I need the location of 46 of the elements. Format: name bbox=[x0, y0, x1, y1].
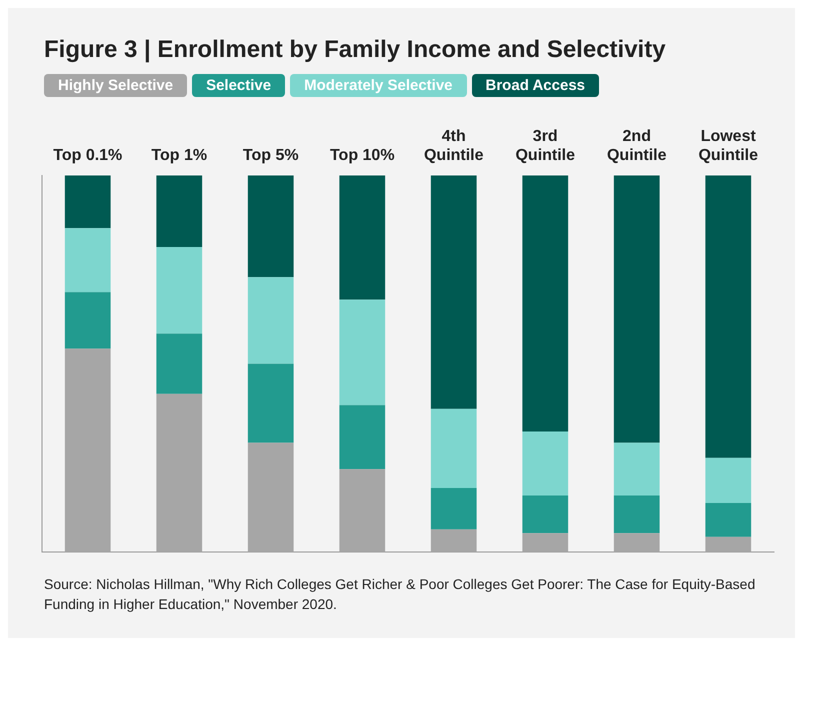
bar bbox=[614, 175, 660, 443]
x-tick-label: 4th Quintile bbox=[424, 128, 484, 164]
bar bbox=[522, 175, 568, 432]
bar bbox=[430, 488, 477, 530]
x-tick-label: 3rd Quintile bbox=[515, 128, 576, 164]
bar bbox=[339, 405, 386, 470]
x-tick-label: Top 10% bbox=[330, 147, 395, 164]
bar bbox=[522, 533, 568, 552]
bar bbox=[248, 175, 294, 278]
bar bbox=[430, 175, 477, 409]
bar bbox=[64, 348, 111, 552]
bar bbox=[614, 442, 660, 496]
text: Broad Access bbox=[472, 74, 600, 97]
bar bbox=[248, 364, 294, 443]
bar bbox=[64, 292, 111, 349]
bar bbox=[705, 503, 752, 537]
bar bbox=[156, 394, 202, 552]
x-tick-label: Top 1% bbox=[151, 147, 208, 164]
source-note: Source: Nicholas Hillman, "Why Rich Colleges Get Richer & Poor Colleges Get Poorer: The Case for Equity-Based Funding in Higher Education," November 2020. bbox=[44, 575, 756, 614]
bar bbox=[156, 175, 202, 247]
text: Highly Selective bbox=[44, 74, 188, 97]
bar bbox=[705, 458, 752, 504]
x-tick-label: Top 5% bbox=[242, 147, 299, 164]
chart-title: Figure 3 | Enrollment by Family Income and Selectivity bbox=[44, 36, 667, 64]
bar bbox=[614, 533, 660, 552]
bar bbox=[339, 469, 386, 552]
text: Selective bbox=[192, 74, 286, 97]
x-tick-label: 2nd Quintile bbox=[606, 128, 667, 164]
bar bbox=[430, 529, 477, 552]
bar bbox=[248, 442, 294, 552]
bar bbox=[339, 175, 386, 300]
x-tick-label: Lowest Quintile bbox=[698, 128, 758, 164]
bar bbox=[430, 408, 477, 488]
bar bbox=[64, 175, 111, 228]
bar bbox=[64, 228, 111, 292]
bar bbox=[522, 431, 568, 496]
bar bbox=[705, 175, 752, 458]
bar bbox=[522, 496, 568, 534]
text: Moderately Selective bbox=[290, 74, 467, 97]
bar bbox=[339, 300, 386, 406]
bar bbox=[614, 496, 660, 534]
x-tick-label: Top 0.1% bbox=[53, 147, 122, 164]
bar bbox=[705, 536, 752, 552]
bar bbox=[156, 334, 202, 394]
bar bbox=[248, 277, 294, 364]
bar bbox=[156, 246, 202, 334]
